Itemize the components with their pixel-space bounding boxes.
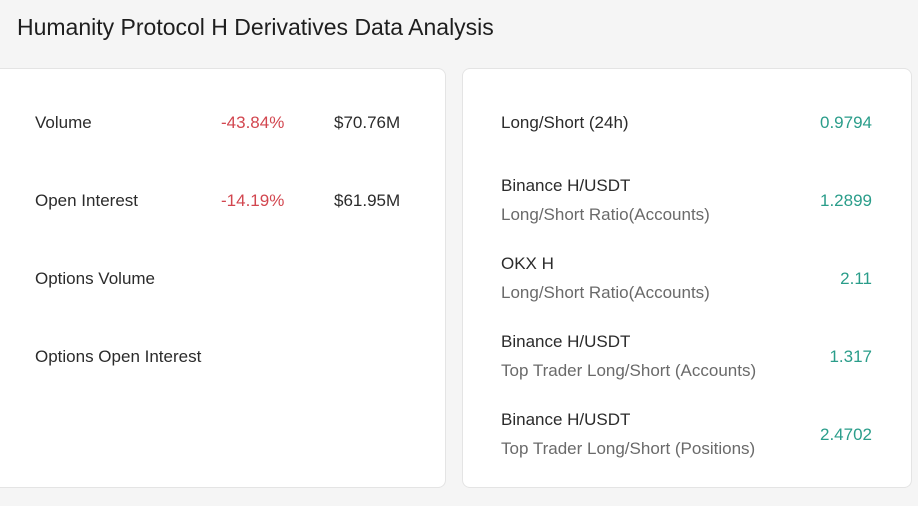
metric-value: $70.76M <box>334 113 401 132</box>
metric-change: -14.19% <box>221 191 285 210</box>
ratio-sublabel: Long/Short Ratio(Accounts) <box>501 205 710 224</box>
ratio-value: 2.11 <box>840 269 872 288</box>
ratio-sublabel: Top Trader Long/Short (Accounts) <box>501 361 757 380</box>
ratio-label: Binance H/USDT <box>501 176 631 195</box>
ratio-value: 0.9794 <box>820 113 872 132</box>
metric-value: $61.95M <box>334 191 401 210</box>
metric-label: Open Interest <box>35 191 139 210</box>
metric-label: Volume <box>35 113 92 132</box>
summary-card: Volume -43.84% $70.76M Open Interest -14.19%… <box>0 68 446 488</box>
ratio-card: Long/Short (24h) 0.9794 Binance H/USDT Long… <box>462 68 912 488</box>
ratio-value: 2.4702 <box>820 425 872 444</box>
ratio-sublabel: Long/Short Ratio(Accounts) <box>501 283 710 302</box>
ratio-value: 1.317 <box>829 347 872 366</box>
ratio-value: 1.2899 <box>820 191 872 210</box>
metric-change: -43.84% <box>221 113 285 132</box>
ratio-label: Long/Short (24h) <box>501 113 629 132</box>
ratio-label: Binance H/USDT <box>501 410 631 429</box>
ratio-sublabel: Top Trader Long/Short (Positions) <box>501 439 756 458</box>
page-title: Humanity Protocol H Derivatives Data Ana… <box>17 14 494 40</box>
metric-label: Options Volume <box>35 269 156 288</box>
ratio-label: OKX H <box>501 254 554 273</box>
ratio-label: Binance H/USDT <box>501 332 631 351</box>
metric-label: Options Open Interest <box>35 347 202 366</box>
